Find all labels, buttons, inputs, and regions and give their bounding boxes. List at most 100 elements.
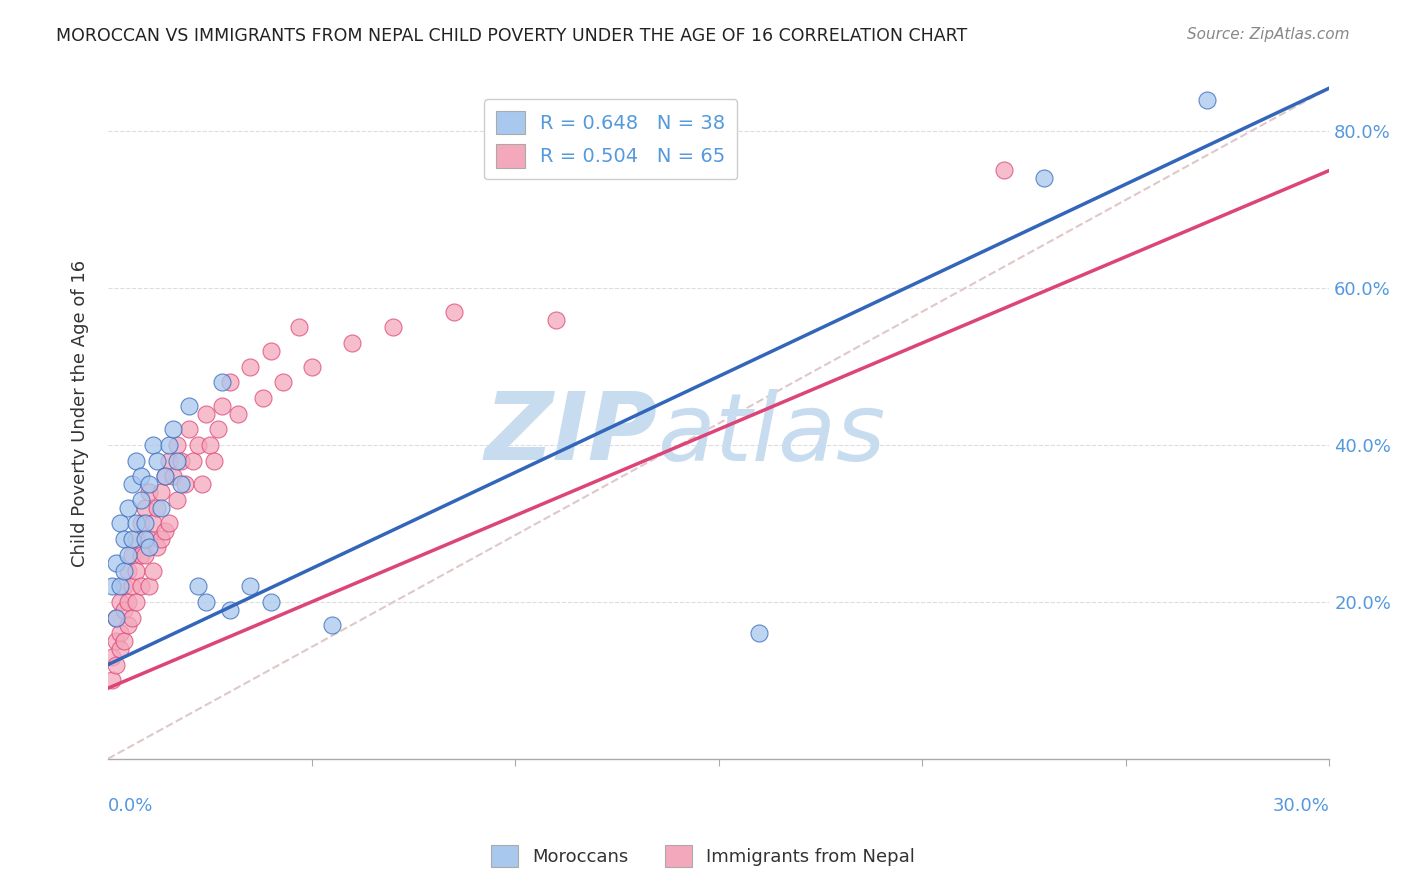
Point: [112, 532, 135, 546]
Text: ZIP: ZIP: [485, 388, 658, 481]
Point: [166, 453, 188, 467]
Point: [129, 579, 152, 593]
Point: [129, 492, 152, 507]
Point: [321, 618, 343, 632]
Point: [105, 634, 128, 648]
Point: [105, 556, 128, 570]
Legend: Moroccans, Immigrants from Nepal: Moroccans, Immigrants from Nepal: [484, 838, 922, 874]
Point: [162, 469, 184, 483]
Point: [117, 564, 139, 578]
Point: [121, 548, 143, 562]
Point: [112, 579, 135, 593]
Point: [125, 595, 148, 609]
Point: [170, 477, 193, 491]
Point: [194, 407, 217, 421]
Point: [301, 359, 323, 374]
Point: [146, 500, 169, 515]
Point: [146, 453, 169, 467]
Point: [121, 477, 143, 491]
Point: [117, 548, 139, 562]
Point: [112, 603, 135, 617]
Point: [134, 516, 156, 531]
Point: [183, 453, 205, 467]
Point: [101, 673, 124, 688]
Point: [105, 610, 128, 624]
Text: Source: ZipAtlas.com: Source: ZipAtlas.com: [1187, 27, 1350, 42]
Point: [381, 320, 404, 334]
Point: [121, 532, 143, 546]
Point: [162, 422, 184, 436]
Point: [142, 516, 165, 531]
Point: [153, 524, 176, 539]
Point: [108, 516, 131, 531]
Point: [190, 477, 212, 491]
Point: [108, 595, 131, 609]
Point: [129, 469, 152, 483]
Point: [149, 532, 172, 546]
Point: [121, 579, 143, 593]
Point: [125, 453, 148, 467]
Point: [239, 579, 262, 593]
Point: [260, 595, 283, 609]
Point: [179, 422, 201, 436]
Point: [288, 320, 311, 334]
Point: [157, 438, 180, 452]
Text: atlas: atlas: [658, 389, 886, 480]
Point: [252, 391, 274, 405]
Point: [149, 485, 172, 500]
Point: [125, 564, 148, 578]
Point: [112, 564, 135, 578]
Point: [138, 477, 160, 491]
Point: [142, 564, 165, 578]
Point: [187, 438, 209, 452]
Point: [174, 477, 197, 491]
Point: [108, 579, 131, 593]
Point: [105, 657, 128, 672]
Point: [207, 422, 229, 436]
Point: [105, 610, 128, 624]
Point: [125, 532, 148, 546]
Text: 0.0%: 0.0%: [108, 797, 153, 814]
Point: [219, 603, 242, 617]
Text: 30.0%: 30.0%: [1272, 797, 1329, 814]
Y-axis label: Child Poverty Under the Age of 16: Child Poverty Under the Age of 16: [72, 260, 89, 567]
Point: [211, 376, 233, 390]
Point: [101, 649, 124, 664]
Point: [166, 438, 188, 452]
Point: [146, 540, 169, 554]
Point: [157, 516, 180, 531]
Point: [271, 376, 294, 390]
Point: [101, 579, 124, 593]
Point: [134, 500, 156, 515]
Point: [179, 399, 201, 413]
Point: [129, 516, 152, 531]
Point: [211, 399, 233, 413]
Point: [544, 312, 567, 326]
Point: [993, 163, 1015, 178]
Point: [117, 618, 139, 632]
Point: [170, 453, 193, 467]
Point: [239, 359, 262, 374]
Point: [108, 626, 131, 640]
Point: [117, 500, 139, 515]
Point: [149, 500, 172, 515]
Point: [166, 492, 188, 507]
Point: [108, 642, 131, 657]
Point: [134, 532, 156, 546]
Point: [1197, 93, 1219, 107]
Legend: R = 0.648   N = 38, R = 0.504   N = 65: R = 0.648 N = 38, R = 0.504 N = 65: [484, 99, 737, 179]
Point: [153, 469, 176, 483]
Point: [121, 610, 143, 624]
Point: [157, 453, 180, 467]
Point: [219, 376, 242, 390]
Point: [138, 579, 160, 593]
Point: [202, 453, 225, 467]
Point: [187, 579, 209, 593]
Point: [153, 469, 176, 483]
Point: [194, 595, 217, 609]
Point: [260, 343, 283, 358]
Point: [443, 304, 465, 318]
Point: [117, 595, 139, 609]
Point: [226, 407, 249, 421]
Point: [138, 532, 160, 546]
